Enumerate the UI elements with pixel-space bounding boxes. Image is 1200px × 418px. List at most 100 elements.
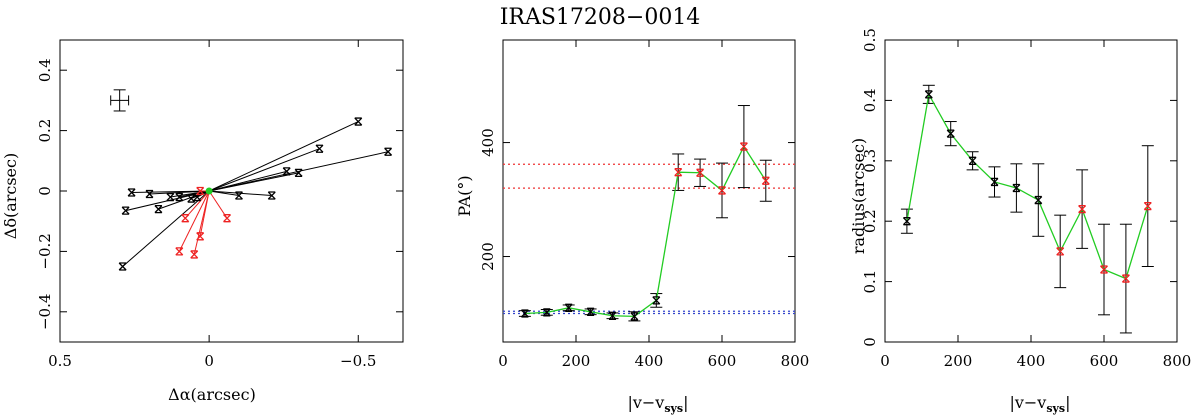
plot-frame [502, 39, 796, 343]
data-point [761, 176, 770, 185]
x-tick-label: 600 [708, 352, 737, 370]
data-point [282, 167, 291, 176]
x-axis-label-end: | [683, 393, 688, 412]
data-point [564, 303, 573, 312]
x-tick-label: 200 [562, 352, 591, 370]
y-tick-label: 200 [479, 242, 497, 271]
data-point [196, 232, 205, 241]
data-point [294, 168, 303, 178]
x-axis-label: |v−vsys| [1009, 393, 1070, 415]
plot-frame [59, 39, 404, 343]
x-tick-label: 0.5 [48, 352, 72, 370]
y-tick-label: −0.2 [36, 233, 54, 269]
data-point [190, 250, 199, 259]
data-point [181, 214, 190, 223]
x-axis-label: |v−vsys| [627, 393, 688, 415]
y-tick-label: 0 [36, 186, 54, 196]
x-tick-label: 400 [635, 352, 664, 370]
offset-line [209, 170, 287, 192]
data-point [1121, 274, 1130, 283]
y-tick-label: 400 [479, 128, 497, 157]
offset-line [208, 121, 359, 192]
offset-line-red [178, 190, 210, 252]
data-point [223, 214, 231, 223]
data-point [674, 168, 683, 177]
data-point [196, 186, 205, 196]
x-tick-label: 400 [1017, 352, 1046, 370]
x-axis-label-main: |v−v [1009, 393, 1046, 412]
data-point [1012, 183, 1021, 193]
data-point [1143, 201, 1152, 211]
data-point [924, 90, 933, 99]
panel-radius: |v−vsys| radius(arcsec) 0 200 400 600 800 0 0.… [849, 28, 1191, 415]
data-point [315, 144, 324, 153]
x-tick-label: −0.5 [340, 352, 376, 370]
x-tick-label: 800 [781, 352, 810, 370]
y-axis-label: PA(°) [455, 175, 474, 216]
data-point [542, 308, 551, 317]
x-axis-label-main: |v−v [627, 393, 664, 412]
panel-offsets: Δα(arcsec) Δδ(arcsec) 0.5 0 −0.5 −0.4 −0.2 0 0… [1, 39, 404, 404]
data-point [902, 217, 911, 226]
data-point [630, 312, 639, 321]
data-point [175, 192, 184, 202]
series-line [906, 92, 1149, 280]
data-point [121, 206, 130, 215]
y-axis-label: radius(arcsec) [849, 138, 868, 254]
data-point [586, 307, 595, 316]
y-tick-label: −0.4 [36, 294, 54, 330]
data-point [968, 156, 977, 165]
data-point [990, 177, 999, 187]
data-point [154, 204, 163, 214]
data-point [118, 262, 127, 271]
offset-line-red [208, 190, 228, 219]
offset-line-red [193, 190, 210, 255]
x-tick-label: 0 [498, 352, 508, 370]
data-point [145, 189, 154, 199]
y-axis-label: Δδ(arcsec) [1, 153, 20, 239]
data-point [1056, 247, 1065, 256]
x-axis-label-subscript: sys [1046, 402, 1065, 415]
data-point [1078, 204, 1087, 214]
series-line [524, 145, 767, 318]
data-point [267, 191, 276, 200]
y-tick-label: 0 [861, 337, 879, 347]
y-tick-label: 0.3 [861, 149, 879, 173]
data-point [193, 192, 202, 202]
data-point [1034, 195, 1043, 205]
y-tick-label: 0.5 [861, 28, 879, 52]
data-point [166, 192, 175, 202]
offset-line [131, 190, 210, 194]
data-point [234, 191, 243, 200]
data-point [946, 129, 955, 138]
data-point [1100, 265, 1108, 274]
offset-line [209, 190, 240, 197]
origin-marker [205, 187, 213, 195]
x-tick-label: 0 [204, 352, 214, 370]
y-tick-label: 0.1 [861, 270, 879, 294]
x-tick-label: 800 [1163, 352, 1192, 370]
data-point [354, 117, 363, 126]
data-point [718, 186, 726, 195]
x-tick-label: 200 [944, 352, 973, 370]
y-tick-label: 0.4 [36, 58, 54, 82]
data-point [652, 296, 661, 305]
figure-title: IRAS17208−0014 [500, 5, 701, 30]
data-point [384, 147, 393, 156]
data-point [127, 188, 136, 197]
x-axis-label-subscript: sys [664, 402, 683, 415]
data-point [739, 142, 748, 151]
data-point [696, 168, 705, 177]
x-tick-label: 600 [1090, 352, 1119, 370]
offset-line [122, 190, 210, 267]
y-tick-label: 0.4 [861, 88, 879, 112]
offset-line-red [184, 190, 210, 219]
y-tick-label: 0.2 [861, 209, 879, 233]
offset-line [209, 172, 299, 192]
data-point [608, 311, 617, 320]
data-point [187, 194, 196, 203]
panel-position-angle: |v−vsys| PA(°) 0 200 400 600 800 200 400 [455, 39, 810, 415]
offset-line [208, 148, 320, 192]
y-tick-label: 0.2 [36, 119, 54, 143]
